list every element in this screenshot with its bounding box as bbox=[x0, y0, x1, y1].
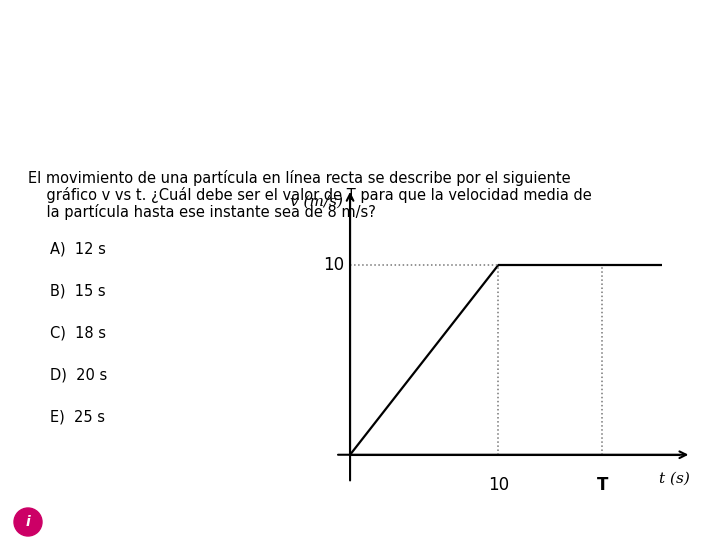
Text: 10: 10 bbox=[488, 476, 509, 494]
Text: El movimiento de una partícula en línea recta se describe por el siguiente: El movimiento de una partícula en línea … bbox=[28, 170, 571, 186]
Text: B)  15 s: B) 15 s bbox=[50, 284, 106, 299]
Text: C)  18 s: C) 18 s bbox=[50, 326, 106, 341]
Circle shape bbox=[14, 508, 42, 536]
Text: A)  12 s: A) 12 s bbox=[50, 242, 106, 257]
Text: gráfico v vs t. ¿Cuál debe ser el valor de T para que la velocidad media de: gráfico v vs t. ¿Cuál debe ser el valor … bbox=[28, 187, 592, 203]
Text: v (m/s): v (m/s) bbox=[289, 195, 343, 208]
Text: t (s): t (s) bbox=[659, 472, 690, 486]
Text: D)  20 s: D) 20 s bbox=[50, 368, 107, 383]
Text: 10: 10 bbox=[323, 256, 344, 274]
Text: E)  25 s: E) 25 s bbox=[50, 410, 105, 425]
Text: i: i bbox=[26, 515, 30, 529]
Text: T: T bbox=[597, 476, 608, 494]
Text: la partícula hasta ese instante sea de 8 m/s?: la partícula hasta ese instante sea de 8… bbox=[28, 204, 376, 220]
